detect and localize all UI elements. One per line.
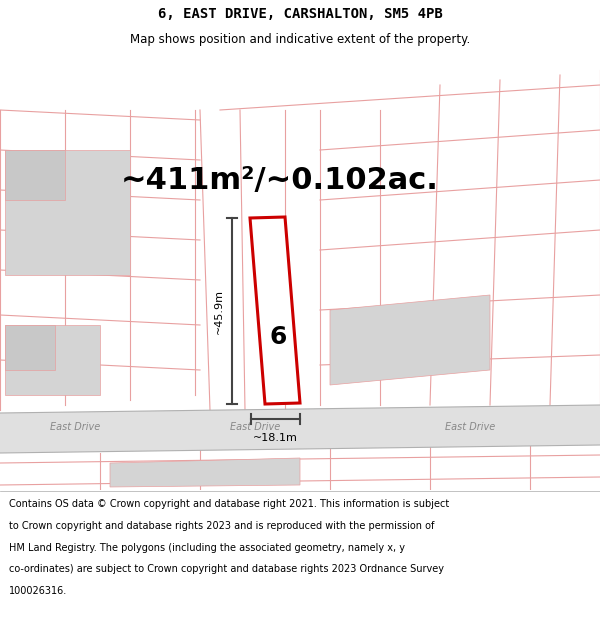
Text: East Drive: East Drive [445, 422, 495, 432]
Text: HM Land Registry. The polygons (including the associated geometry, namely x, y: HM Land Registry. The polygons (includin… [9, 542, 405, 552]
Text: East Drive: East Drive [230, 422, 280, 432]
Text: to Crown copyright and database rights 2023 and is reproduced with the permissio: to Crown copyright and database rights 2… [9, 521, 434, 531]
Polygon shape [5, 150, 130, 275]
Text: co-ordinates) are subject to Crown copyright and database rights 2023 Ordnance S: co-ordinates) are subject to Crown copyr… [9, 564, 444, 574]
Text: ~411m²/~0.102ac.: ~411m²/~0.102ac. [121, 166, 439, 194]
Polygon shape [5, 325, 100, 395]
Polygon shape [330, 295, 490, 385]
Text: ~45.9m: ~45.9m [214, 289, 224, 334]
Text: Map shows position and indicative extent of the property.: Map shows position and indicative extent… [130, 33, 470, 46]
Text: Contains OS data © Crown copyright and database right 2021. This information is : Contains OS data © Crown copyright and d… [9, 499, 449, 509]
Text: ~18.1m: ~18.1m [253, 433, 298, 443]
Text: 100026316.: 100026316. [9, 586, 67, 596]
Text: East Drive: East Drive [50, 422, 100, 432]
Polygon shape [0, 405, 600, 453]
Polygon shape [250, 217, 300, 404]
Text: 6: 6 [269, 325, 287, 349]
Polygon shape [110, 458, 300, 487]
Polygon shape [5, 150, 65, 200]
Text: 6, EAST DRIVE, CARSHALTON, SM5 4PB: 6, EAST DRIVE, CARSHALTON, SM5 4PB [158, 7, 442, 21]
Polygon shape [5, 325, 55, 370]
